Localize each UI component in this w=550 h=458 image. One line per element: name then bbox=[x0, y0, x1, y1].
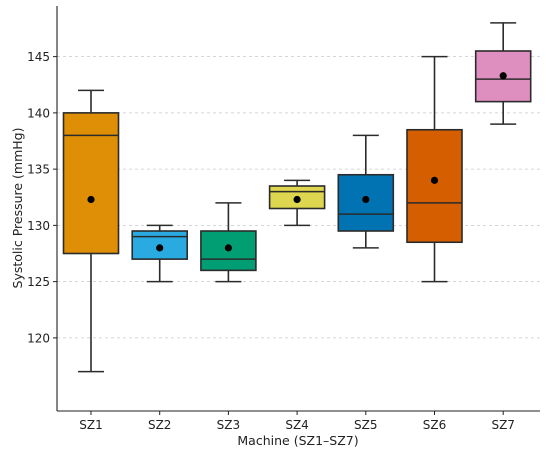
mean-marker bbox=[293, 195, 301, 204]
y-tick-label: 140 bbox=[27, 106, 50, 120]
box-sz4 bbox=[268, 179, 326, 227]
x-ticks: SZ1 SZ2 SZ3 SZ4 SZ5 SZ6 SZ7 bbox=[79, 411, 515, 432]
box-sz3 bbox=[200, 202, 257, 283]
box-sz1 bbox=[62, 89, 120, 373]
mean-marker bbox=[499, 72, 507, 80]
x-tick-label: SZ5 bbox=[354, 418, 377, 432]
mean-marker bbox=[362, 195, 370, 204]
y-tick-label: 130 bbox=[27, 219, 50, 233]
x-axis-title: Machine (SZ1–SZ7) bbox=[237, 433, 358, 448]
x-tick-label: SZ7 bbox=[491, 418, 514, 432]
x-tick-label: SZ6 bbox=[423, 418, 446, 432]
box-sz2 bbox=[131, 224, 188, 283]
iqr-box bbox=[406, 128, 463, 244]
box-sz5 bbox=[337, 134, 395, 249]
box-sz7 bbox=[474, 22, 532, 125]
iqr-box bbox=[62, 112, 120, 255]
box-sz6 bbox=[406, 55, 463, 283]
y-tick-label: 125 bbox=[27, 275, 50, 289]
mean-marker bbox=[224, 244, 232, 252]
y-ticks: 120 125 130 135 140 145 bbox=[27, 50, 57, 345]
y-tick-label: 145 bbox=[27, 50, 50, 64]
mean-marker bbox=[156, 244, 164, 252]
y-tick-label: 120 bbox=[27, 331, 50, 345]
boxes bbox=[62, 22, 532, 373]
mean-marker bbox=[430, 176, 439, 184]
x-tick-label: SZ3 bbox=[217, 418, 240, 432]
x-tick-label: SZ1 bbox=[79, 418, 102, 432]
x-tick-label: SZ4 bbox=[285, 418, 308, 432]
x-tick-label: SZ2 bbox=[148, 418, 171, 432]
mean-marker bbox=[87, 195, 95, 204]
y-axis-title: Systolic Pressure (mmHg) bbox=[10, 128, 25, 289]
y-tick-label: 135 bbox=[27, 163, 50, 177]
